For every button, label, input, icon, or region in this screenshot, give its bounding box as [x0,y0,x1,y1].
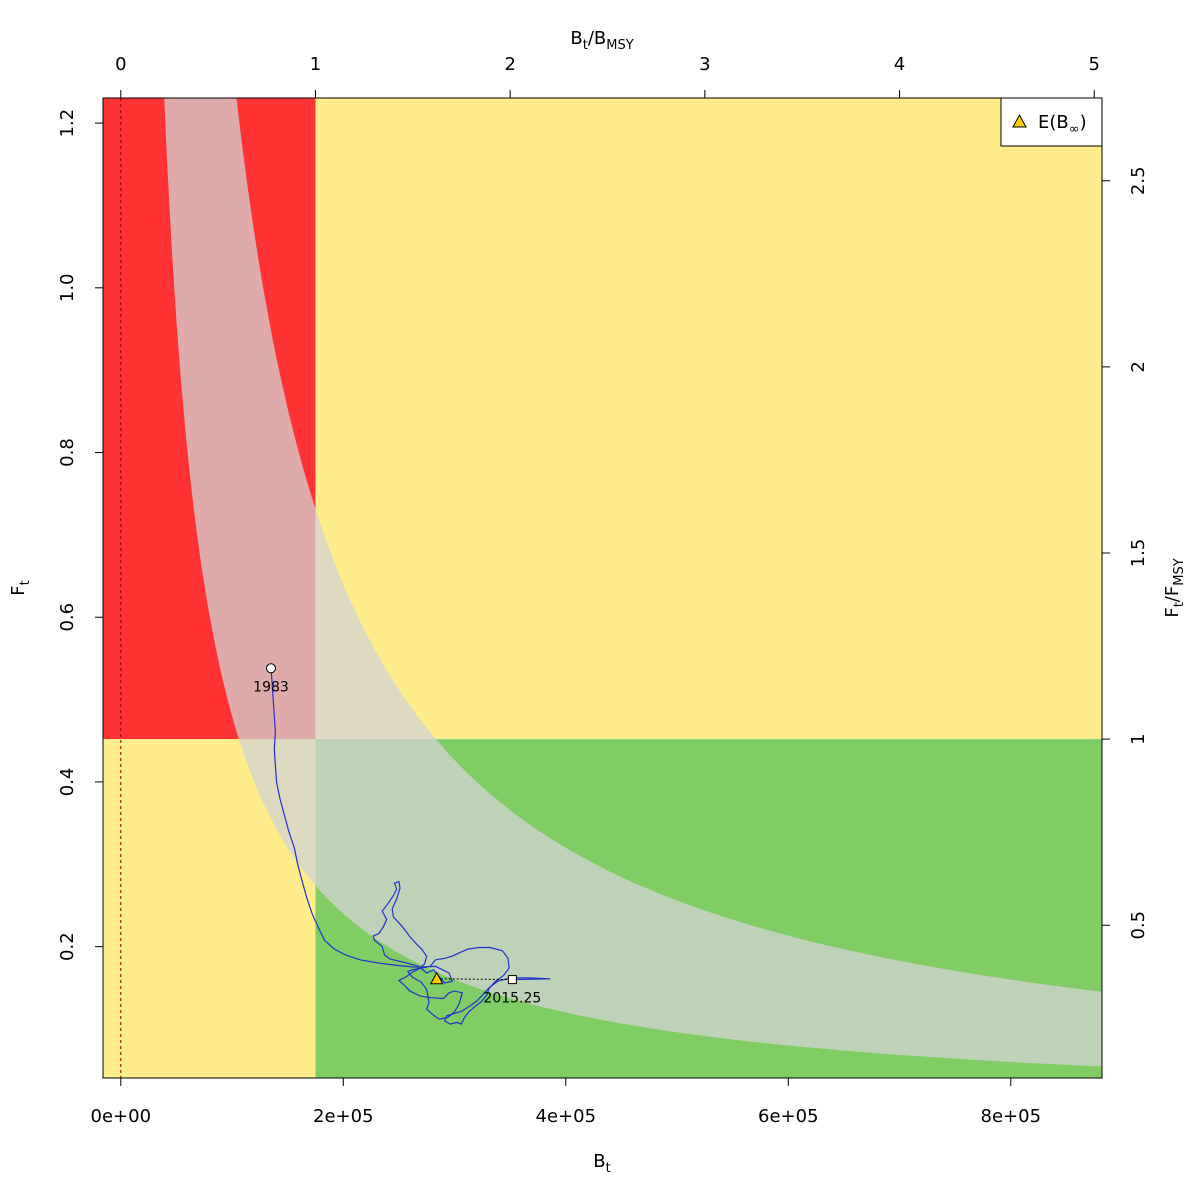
y-right-tick-label: 1.5 [1128,539,1149,568]
x-tick-label: 6e+05 [758,1106,819,1127]
end-year-label: 2015.25 [483,991,541,1007]
y-tick-label: 0.4 [57,768,78,797]
plot-frame [102,97,1103,1079]
x-tick-label: 2e+05 [313,1106,374,1127]
legend-triangle-marker [1012,113,1027,128]
x-top-tick-label: 4 [894,54,905,75]
y-axis-title: Ft [8,580,33,595]
x-tick-label: 4e+05 [536,1106,597,1127]
x-top-tick-label: 3 [699,54,710,75]
equilibrium-marker [429,971,444,985]
x-top-tick-label: 0 [115,54,126,75]
y-right-axis-title: Ft/FMSY [1162,558,1187,617]
biomass-fishing-trajectory [270,668,551,1025]
x-tick-label: 8e+05 [981,1106,1042,1127]
y-axis-right: 0.5 1 1.5 2 2.5 [1102,166,1149,940]
y-right-tick-label: 0.5 [1128,911,1149,940]
y-tick-label: 0.2 [57,932,78,961]
x-tick-label: 0e+00 [91,1106,152,1127]
y-right-tick-label: 1 [1128,733,1149,744]
msy-uncertainty-band [164,98,1102,1067]
x-top-tick-label: 5 [1088,54,1099,75]
start-point-marker [265,663,276,674]
y-axis-left: 0.2 0.4 0.6 0.8 1.0 1.2 [57,109,103,961]
x-top-tick-label: 2 [504,54,515,75]
y-tick-label: 1.0 [57,274,78,303]
plot-area [103,98,1102,1078]
start-year-label: 1983 [253,679,289,695]
x-top-axis-title: Bt/BMSY [570,28,633,53]
equilibrium-link-line [436,978,513,981]
overfishing-region [315,98,1102,740]
x-top-tick-label: 1 [310,54,321,75]
y-tick-label: 0.8 [57,438,78,467]
end-point-marker [507,975,517,985]
x-axis-bottom: 0e+00 2e+05 4e+05 6e+05 8e+05 [91,1078,1041,1127]
x-axis-title: Bt [593,1151,610,1176]
y-right-tick-label: 2.5 [1128,166,1149,195]
legend-label: E(B∞) [1038,112,1087,137]
y-tick-label: 0.6 [57,603,78,632]
y-tick-label: 1.2 [57,109,78,138]
x-axis-top: 0 1 2 3 4 5 [115,54,1100,98]
y-right-tick-label: 2 [1128,361,1149,372]
legend: E(B∞) [1000,97,1103,147]
